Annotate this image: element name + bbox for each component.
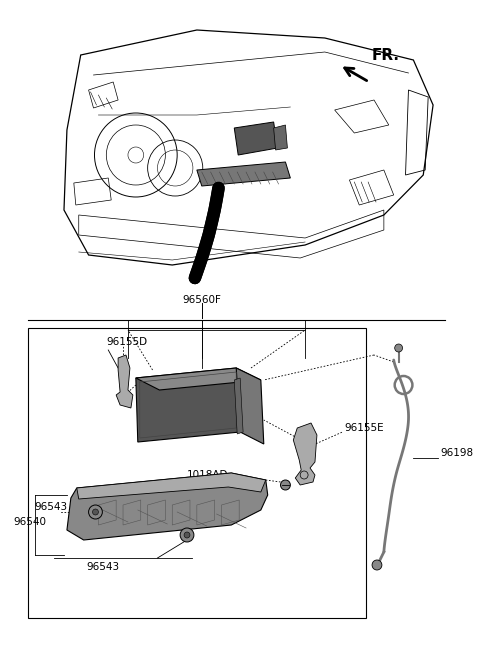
Polygon shape [116,355,133,408]
Polygon shape [293,423,317,485]
Polygon shape [197,162,290,186]
Text: 96155D: 96155D [106,337,147,347]
Polygon shape [67,473,268,540]
Polygon shape [234,378,243,434]
Circle shape [93,509,98,515]
Polygon shape [234,122,277,155]
Text: 96155E: 96155E [345,423,384,433]
Polygon shape [77,473,266,499]
Text: 96543: 96543 [87,562,120,572]
Text: 96540: 96540 [14,517,47,527]
Polygon shape [274,125,288,150]
Polygon shape [136,368,240,442]
Circle shape [89,505,102,519]
Circle shape [372,560,382,570]
Circle shape [280,480,290,490]
Text: 96198: 96198 [440,448,473,458]
Polygon shape [236,368,264,444]
Circle shape [184,532,190,538]
Text: 96543: 96543 [35,502,68,512]
Text: FR.: FR. [372,47,400,62]
Text: 96560F: 96560F [182,295,221,305]
Circle shape [180,528,194,542]
Polygon shape [136,368,261,390]
Circle shape [395,344,403,352]
Bar [27,328,366,618]
Text: 1018AD: 1018AD [187,470,228,480]
